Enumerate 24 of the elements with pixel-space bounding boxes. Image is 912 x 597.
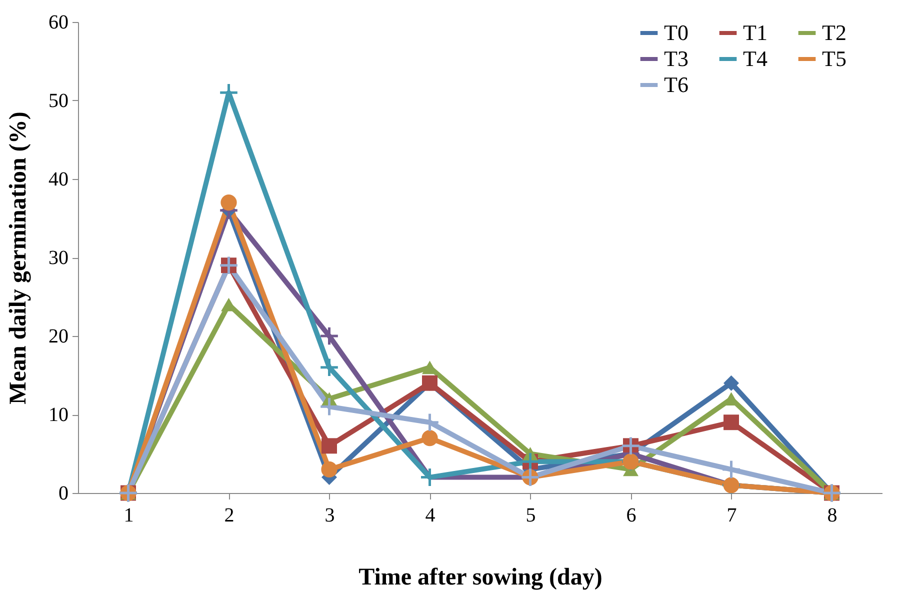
legend-label: T3 — [664, 46, 688, 71]
y-tick-label: 30 — [48, 247, 68, 269]
x-tick-label: 7 — [726, 504, 737, 526]
legend-label: T4 — [743, 46, 768, 71]
y-axis-title: Mean daily germination (%) — [6, 112, 32, 404]
x-tick-label: 6 — [626, 504, 636, 526]
legend-label: T5 — [822, 46, 846, 71]
y-tick-label: 20 — [48, 326, 68, 348]
y-tick-label: 10 — [48, 404, 68, 426]
legend-label: T2 — [822, 20, 846, 45]
x-tick-label: 2 — [224, 504, 234, 526]
x-tick-label: 3 — [324, 504, 335, 526]
x-tick-label: 5 — [526, 504, 536, 526]
y-tick-label: 60 — [48, 12, 68, 34]
y-tick-label: 40 — [48, 168, 68, 190]
x-axis-title: Time after sowing (day) — [358, 564, 602, 590]
legend-label: T0 — [664, 20, 688, 45]
x-tick-label: 1 — [124, 504, 134, 526]
y-tick-label: 0 — [58, 482, 68, 504]
x-tick-label: 8 — [827, 504, 838, 526]
y-tick-label: 50 — [48, 90, 68, 112]
legend-label: T6 — [664, 72, 688, 97]
x-tick-label: 4 — [425, 504, 436, 526]
legend-label: T1 — [743, 20, 768, 45]
